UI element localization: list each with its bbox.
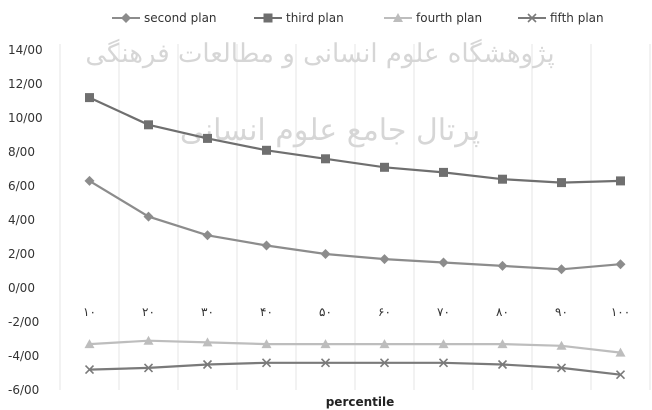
x-tick-label: ۳۰: [201, 305, 214, 319]
data-point: [439, 167, 448, 177]
x-tick-label: ۲۰: [142, 305, 155, 319]
data-point: [615, 370, 626, 380]
legend-item: second plan: [112, 11, 217, 25]
y-tick-label: 4/00: [8, 213, 35, 227]
y-tick-label: -2/00: [8, 315, 39, 329]
series-group: [84, 93, 626, 380]
data-point: [320, 339, 331, 349]
data-point: [202, 337, 213, 347]
data-point: [557, 178, 566, 188]
legend: second plan third plan fourth plan fifth pl…: [112, 11, 604, 25]
series-line: [88, 179, 621, 271]
data-point: [143, 211, 154, 222]
data-point: [438, 257, 449, 268]
x-tick-label: ۸۰: [496, 305, 509, 319]
data-point: [497, 359, 508, 370]
watermark: پژوهشگاه علوم انسانی و مطالعات فرهنگی پر…: [85, 38, 554, 148]
y-tick-label: 12/00: [8, 77, 43, 91]
data-point: [320, 358, 331, 368]
data-point: [498, 174, 507, 184]
y-tick-label: -6/00: [8, 383, 39, 397]
data-point: [321, 154, 330, 164]
data-point: [143, 335, 154, 345]
data-point: [261, 358, 272, 368]
x-axis-ticks: ۱۰ ۲۰ ۳۰ ۴۰ ۵۰ ۶۰ ۷۰ ۸۰ ۹۰ ۱۰۰: [83, 305, 630, 319]
series-second-plan: [84, 175, 626, 275]
data-point: [527, 13, 537, 23]
x-axis-label: percentile: [326, 395, 395, 409]
data-point: [438, 358, 449, 368]
data-point: [497, 339, 508, 349]
data-point: [261, 240, 272, 251]
x-tick-label: ۱۰: [83, 305, 96, 319]
series-line: [89, 361, 621, 376]
data-point: [615, 347, 626, 357]
y-tick-label: 10/00: [8, 111, 43, 125]
series-line: [89, 339, 621, 354]
data-point: [556, 340, 567, 350]
series-fourth-plan: [84, 335, 626, 357]
data-point: [379, 339, 390, 349]
data-point: [121, 13, 131, 23]
data-point: [203, 133, 212, 143]
y-tick-label: 2/00: [8, 247, 35, 261]
data-point: [261, 339, 272, 349]
data-point: [393, 13, 403, 22]
data-point: [202, 359, 213, 370]
data-point: [143, 363, 154, 373]
data-point: [556, 264, 567, 275]
legend-label: fifth plan: [550, 11, 604, 25]
y-tick-label: 6/00: [8, 179, 35, 193]
data-point: [202, 230, 213, 241]
series-fifth-plan: [84, 358, 626, 380]
data-point: [84, 365, 95, 375]
x-tick-label: ۴۰: [260, 305, 273, 319]
data-point: [320, 249, 331, 259]
legend-item: fifth plan: [518, 11, 604, 25]
x-tick-label: ۵۰: [319, 305, 332, 319]
data-point: [380, 162, 389, 172]
data-point: [262, 145, 271, 155]
legend-label: third plan: [286, 11, 344, 25]
data-point: [497, 260, 508, 271]
legend-item: third plan: [254, 11, 344, 25]
y-axis-ticks: -6/00 -4/00 -2/00 0/00 2/00 4/00 6/00 8/00 10/00…: [8, 43, 43, 397]
data-point: [84, 175, 95, 186]
data-point: [379, 254, 390, 265]
watermark-line-1: پژوهشگاه علوم انسانی و مطالعات فرهنگی: [85, 38, 554, 69]
y-tick-label: 0/00: [8, 281, 35, 295]
x-tick-label: ۷۰: [437, 305, 450, 319]
data-point: [615, 259, 626, 270]
series-third-plan: [85, 93, 625, 188]
x-tick-label: ۶۰: [378, 305, 391, 319]
legend-label: second plan: [144, 11, 217, 25]
legend-label: fourth plan: [416, 11, 482, 25]
data-point: [616, 176, 625, 186]
x-tick-label: ۹۰: [555, 305, 568, 319]
data-point: [263, 13, 273, 23]
data-point: [85, 93, 94, 103]
data-point: [84, 339, 95, 349]
series-line: [89, 96, 621, 184]
y-tick-label: 14/00: [8, 43, 43, 57]
data-point: [379, 358, 390, 368]
vertical-gridlines: [59, 44, 651, 390]
data-point: [144, 120, 153, 130]
y-tick-label: 8/00: [8, 145, 35, 159]
data-point: [556, 363, 567, 373]
x-tick-label: ۱۰۰: [611, 305, 630, 319]
y-tick-label: -4/00: [8, 349, 39, 363]
legend-item: fourth plan: [384, 11, 482, 25]
data-point: [438, 339, 449, 349]
